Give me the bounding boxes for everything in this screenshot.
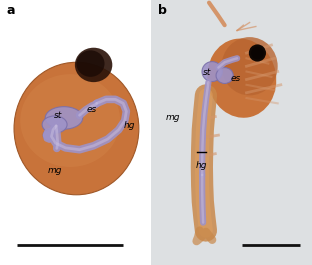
Text: hg: hg (196, 161, 207, 170)
Text: b: b (158, 4, 166, 17)
Ellipse shape (251, 47, 264, 59)
Ellipse shape (14, 62, 139, 195)
Text: a: a (6, 4, 15, 17)
Bar (151, 0, 312, 265)
Ellipse shape (45, 107, 83, 129)
Ellipse shape (20, 74, 120, 167)
Text: es: es (87, 105, 97, 114)
Text: st: st (203, 68, 212, 77)
Ellipse shape (222, 37, 278, 95)
Ellipse shape (249, 44, 266, 62)
Bar (0, 0, 150, 265)
Text: es: es (231, 74, 241, 83)
Ellipse shape (43, 130, 54, 140)
Text: hg: hg (124, 121, 135, 130)
Ellipse shape (202, 61, 222, 82)
Text: st: st (54, 111, 62, 120)
Ellipse shape (76, 50, 105, 77)
Ellipse shape (75, 48, 112, 82)
Ellipse shape (207, 39, 276, 118)
Text: mg: mg (47, 166, 62, 175)
Text: mg: mg (166, 113, 180, 122)
Ellipse shape (42, 116, 67, 133)
Ellipse shape (216, 68, 233, 83)
